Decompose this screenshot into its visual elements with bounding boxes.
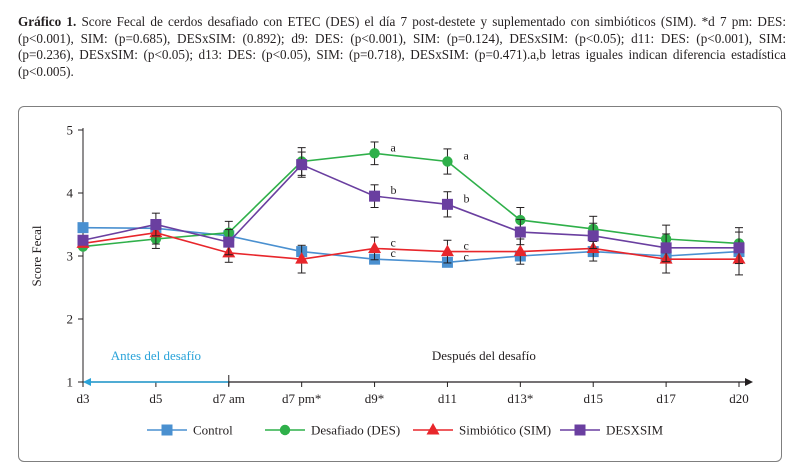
data-point bbox=[369, 190, 381, 202]
y-tick-label: 4 bbox=[67, 186, 74, 201]
legend-marker bbox=[574, 424, 586, 436]
x-tick-label: d15 bbox=[583, 391, 603, 406]
x-axis-arrow bbox=[745, 378, 753, 386]
x-tick-label: d7 am bbox=[213, 391, 245, 406]
legend: Control Desafiado (DES) Simbiótico (SIM) DE… bbox=[147, 423, 664, 438]
significance-letter: b bbox=[391, 183, 397, 197]
data-point bbox=[441, 198, 453, 210]
series-layer bbox=[76, 141, 746, 276]
data-point bbox=[733, 242, 745, 254]
after-challenge-label: Después del desafío bbox=[432, 348, 536, 363]
data-point bbox=[660, 242, 672, 254]
axes: 1 2 3 4 5 Score Fecal d3 d5 d7 am d7 pm* d9* d11 d13… bbox=[29, 123, 753, 406]
legend-label: Control bbox=[193, 423, 233, 438]
y-tick-label: 5 bbox=[67, 123, 74, 138]
significance-letter: c bbox=[391, 235, 396, 249]
caption-label: Gráfico 1. bbox=[18, 14, 77, 29]
caption-text: Score Fecal de cerdos desafiado con ETEC… bbox=[18, 14, 786, 79]
data-point bbox=[296, 159, 308, 171]
y-tick-label: 1 bbox=[67, 375, 74, 390]
data-point bbox=[223, 236, 235, 248]
data-point bbox=[369, 148, 380, 159]
x-tick-label: d9* bbox=[365, 391, 385, 406]
legend-entry: Simbiótico (SIM) bbox=[413, 423, 551, 438]
x-tick-label: d20 bbox=[729, 391, 749, 406]
legend-marker bbox=[161, 424, 173, 436]
data-point bbox=[514, 226, 526, 238]
data-point bbox=[513, 244, 527, 257]
before-challenge-arrow bbox=[83, 378, 91, 386]
legend-entry: Desafiado (DES) bbox=[265, 423, 400, 438]
x-tick-label: d13* bbox=[507, 391, 533, 406]
before-challenge-label: Antes del desafío bbox=[111, 348, 201, 363]
series-line bbox=[82, 231, 739, 260]
legend-marker bbox=[426, 423, 440, 435]
data-point bbox=[77, 234, 89, 246]
legend-label: Simbiótico (SIM) bbox=[459, 423, 551, 438]
line-chart: 1 2 3 4 5 Score Fecal d3 d5 d7 am d7 pm* d9* d11 d13… bbox=[29, 123, 753, 438]
x-tick-label: d3 bbox=[77, 391, 90, 406]
legend-label: Desafiado (DES) bbox=[311, 423, 400, 438]
chart-frame: 1 2 3 4 5 Score Fecal d3 d5 d7 am d7 pm* d9* d11 d13… bbox=[18, 106, 782, 462]
legend-label: DESXSIM bbox=[606, 423, 664, 438]
series-desxsim bbox=[77, 151, 745, 265]
data-point bbox=[77, 222, 89, 234]
data-point bbox=[442, 156, 453, 167]
data-point bbox=[587, 230, 599, 242]
series-line bbox=[82, 226, 740, 264]
y-tick-label: 3 bbox=[67, 249, 74, 264]
legend-entry: DESXSIM bbox=[560, 423, 664, 438]
annotation-layer: Antes del desafío Después del desafíoabcc… bbox=[83, 140, 536, 386]
x-tick-label: d7 pm* bbox=[282, 391, 321, 406]
y-tick-label: 2 bbox=[67, 312, 74, 327]
significance-letter: b bbox=[463, 191, 469, 205]
series-line bbox=[82, 163, 739, 249]
data-point bbox=[368, 241, 382, 253]
y-axis-title: Score Fecal bbox=[29, 225, 44, 286]
significance-letter: c bbox=[463, 249, 468, 263]
data-point bbox=[150, 219, 162, 230]
figure-caption: Gráfico 1. Score Fecal de cerdos desafia… bbox=[18, 14, 786, 80]
data-point bbox=[295, 252, 309, 264]
significance-letter: c bbox=[463, 239, 468, 253]
significance-letter: c bbox=[391, 246, 396, 260]
significance-letter: a bbox=[391, 140, 397, 154]
significance-letter: a bbox=[463, 149, 469, 163]
series-line bbox=[82, 152, 740, 248]
legend-entry: Control bbox=[147, 423, 233, 438]
data-point bbox=[440, 244, 454, 257]
x-tick-label: d17 bbox=[656, 391, 676, 406]
legend-marker bbox=[279, 424, 291, 436]
x-tick-label: d11 bbox=[438, 391, 457, 406]
x-tick-label: d5 bbox=[149, 391, 162, 406]
